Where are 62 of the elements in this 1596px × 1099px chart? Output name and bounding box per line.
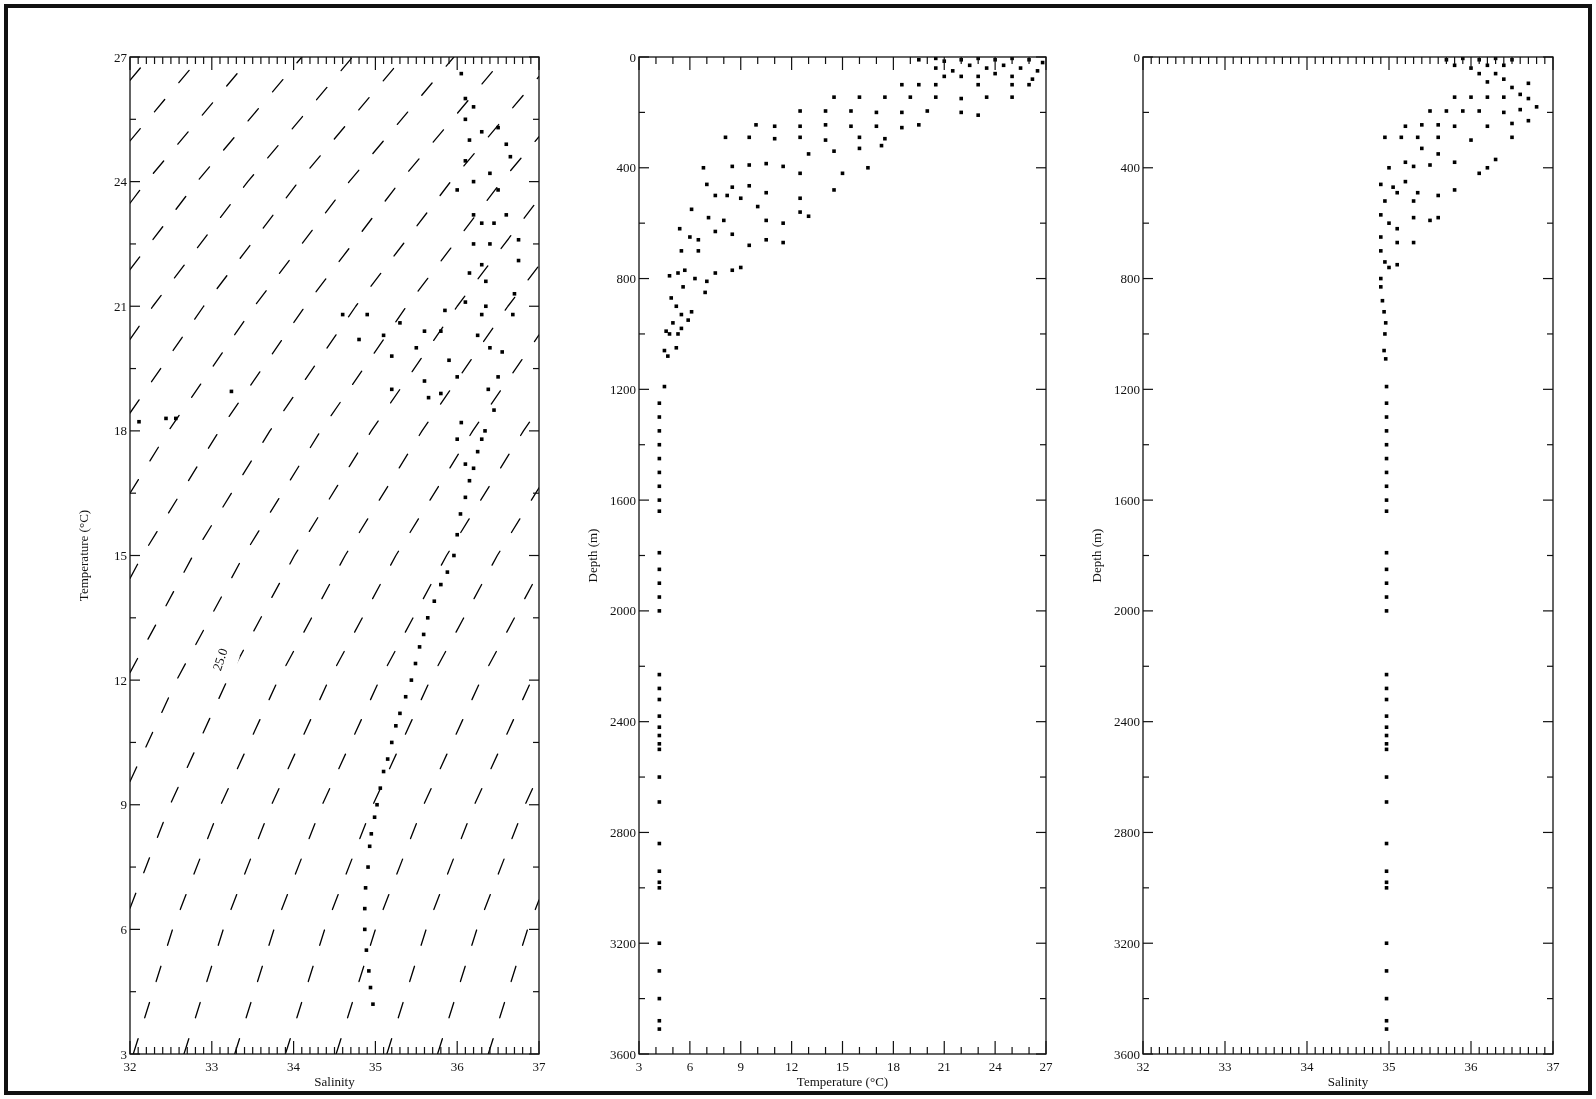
y-tick-label: 800: [1120, 271, 1140, 287]
line-series: [130, 75, 539, 674]
x-tick-label: 6: [686, 1059, 694, 1074]
y-tick-label: 12: [114, 672, 127, 688]
x-tick-label: 18: [886, 1059, 900, 1074]
y-tick-label: 3600: [1114, 1046, 1140, 1062]
y-tick-label: 9: [120, 797, 127, 813]
y-tick-label: 400: [616, 160, 636, 176]
x-tick-label: 35: [1382, 1059, 1396, 1074]
y-tick-label: 1600: [610, 492, 636, 508]
y-tick-label: 2800: [1114, 824, 1140, 840]
x-axis-title: Salinity: [314, 1074, 356, 1089]
x-tick-label: 32: [123, 1059, 137, 1074]
y-tick-label: 800: [616, 271, 636, 287]
y-tick-label: 0: [629, 49, 636, 65]
x-tick-label: 34: [287, 1059, 301, 1074]
x-tick-label: 33: [205, 1059, 219, 1074]
x-tick-label: 21: [937, 1059, 951, 1074]
y-axis-title: Depth (m): [585, 528, 600, 583]
y-axis-title: Temperature (°C): [76, 509, 91, 602]
y-tick-label: 3200: [1114, 935, 1140, 951]
x-tick-label: 36: [1464, 1059, 1478, 1074]
x-tick-label: 9: [737, 1059, 744, 1074]
y-tick-label: 24: [114, 174, 128, 190]
x-tick-label: 15: [836, 1059, 849, 1074]
x-tick-label: 36: [450, 1059, 465, 1074]
line-series: [183, 334, 539, 1054]
y-tick-label: 6: [120, 921, 128, 937]
x-tick-label: 32: [1136, 1059, 1150, 1074]
y-tick-label: 1200: [610, 381, 636, 397]
y-tick-label: 2000: [1114, 603, 1140, 619]
x-tick-label: 12: [785, 1059, 799, 1074]
y-tick-label: 2400: [1114, 714, 1140, 730]
y-tick-label: 15: [114, 548, 127, 564]
y-tick-label: 3: [120, 1046, 127, 1062]
y-tick-label: 3200: [610, 935, 636, 951]
x-tick-label: 35: [368, 1059, 382, 1074]
x-tick-label: 37: [1546, 1059, 1560, 1074]
y-tick-label: 18: [114, 423, 127, 439]
y-tick-label: 2000: [610, 603, 636, 619]
line-series: [132, 264, 539, 1054]
line-series: [284, 487, 539, 1054]
x-tick-label: 34: [1300, 1059, 1314, 1074]
x-axis-title: Temperature (°C): [796, 1074, 889, 1089]
y-tick-label: 0: [1133, 49, 1140, 65]
annotation: 25.0: [209, 646, 231, 673]
y-tick-label: 2400: [610, 714, 636, 730]
y-tick-label: 3600: [610, 1046, 636, 1062]
y-tick-label: 21: [114, 298, 127, 314]
x-axis-title: Salinity: [1327, 1074, 1369, 1089]
y-axis-title: Depth (m): [1089, 528, 1104, 583]
line-series: [130, 136, 539, 783]
x-tick-label: 37: [532, 1059, 546, 1074]
y-tick-label: 1600: [1114, 492, 1140, 508]
y-tick-label: 400: [1120, 160, 1140, 176]
y-tick-label: 2800: [610, 824, 636, 840]
x-tick-label: 27: [1039, 1059, 1053, 1074]
x-tick-label: 33: [1218, 1059, 1232, 1074]
line-series: [130, 57, 455, 494]
y-tick-label: 27: [114, 49, 128, 65]
y-tick-label: 1200: [1114, 381, 1140, 397]
x-tick-label: 24: [988, 1059, 1003, 1074]
